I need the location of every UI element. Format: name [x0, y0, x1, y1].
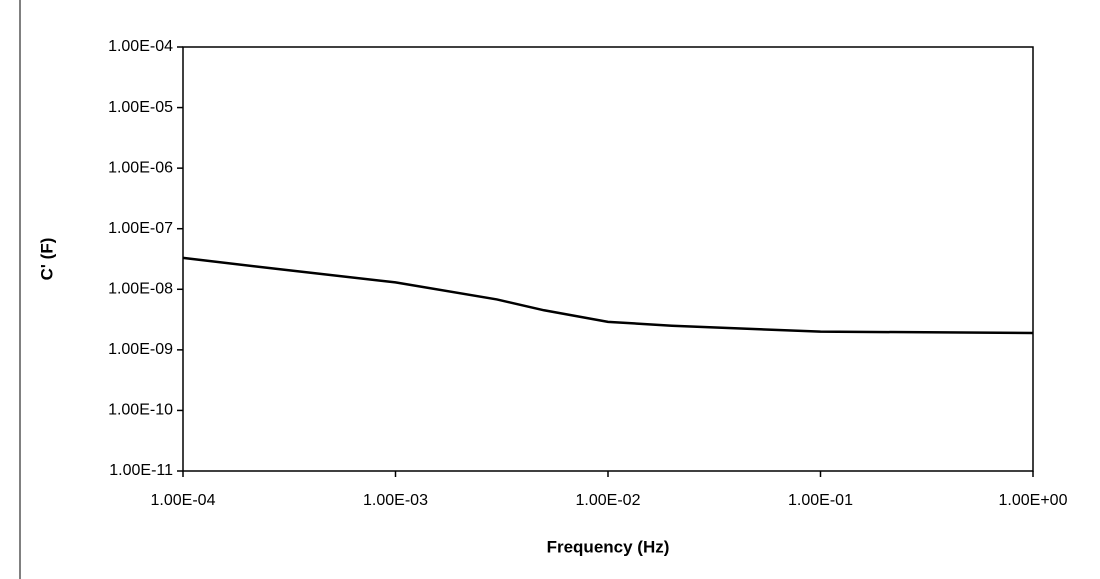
y-tick-label: 1.00E-08 [108, 281, 173, 298]
x-axis-title: Frequency (Hz) [547, 537, 670, 556]
y-tick-label: 1.00E-11 [109, 462, 173, 479]
y-tick-label: 1.00E-09 [108, 341, 173, 358]
x-tick-label: 1.00E-01 [788, 492, 853, 509]
x-tick-label: 1.00E-04 [151, 492, 216, 509]
x-tick-label: 1.00E-02 [576, 492, 641, 509]
x-tick-label: 1.00E-03 [363, 492, 428, 509]
y-tick-label: 1.00E-04 [108, 38, 173, 55]
y-tick-label: 1.00E-10 [108, 402, 173, 419]
data-line [182, 256, 1034, 335]
y-tick-label: 1.00E-05 [108, 99, 173, 116]
x-tick-label: 1.00E+00 [999, 492, 1068, 509]
plot-area [182, 46, 1034, 472]
y-tick-label: 1.00E-06 [108, 159, 173, 176]
y-tick-label: 1.00E-07 [108, 220, 173, 237]
y-axis-title: C' (F) [37, 238, 56, 281]
